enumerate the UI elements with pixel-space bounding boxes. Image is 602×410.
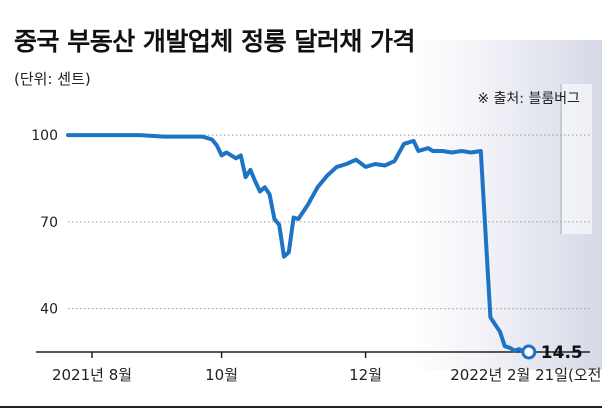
x-tick-label: 12월 — [349, 366, 382, 384]
x-tick-label: 2021년 8월 — [52, 366, 132, 384]
end-value-label: 14.5 — [541, 343, 583, 363]
x-axis-ticks: 2021년 8월 10월 12월 2022년 2월 21일(오전) — [52, 352, 602, 384]
y-tick-label: 70 — [40, 215, 58, 231]
gridlines — [68, 134, 590, 310]
y-axis-ticks: 40 70 100 — [31, 128, 58, 317]
chart-title: 중국 부동산 개발업체 정롱 달러채 가격 — [14, 27, 416, 56]
unit-label: (단위: 센트) — [14, 70, 91, 88]
background-window-frame — [560, 84, 592, 234]
series-line — [66, 133, 531, 354]
source-label: ※ 출처: 블룸버그 — [477, 91, 580, 107]
end-point-marker — [521, 344, 537, 360]
x-tick-label: 2022년 2월 21일(오전) — [450, 366, 602, 384]
y-tick-label: 100 — [31, 128, 58, 144]
x-tick-label: 10월 — [205, 366, 238, 384]
background-photo — [412, 40, 602, 370]
bottom-rule — [0, 406, 602, 408]
y-tick-label: 40 — [40, 302, 58, 318]
